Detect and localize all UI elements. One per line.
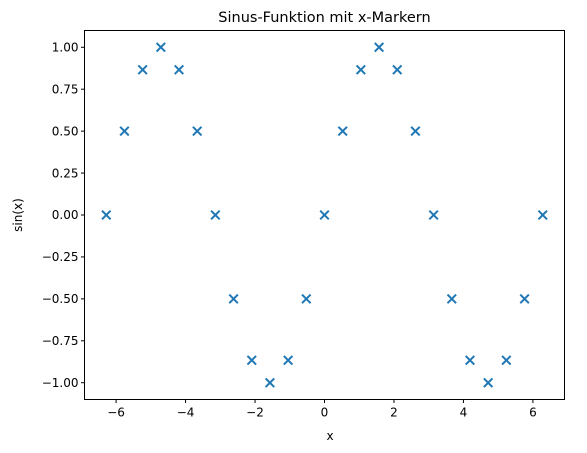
data-point-x-marker [228, 293, 239, 304]
y-tick-label: −0.75 [42, 334, 79, 348]
data-point-x-marker [137, 64, 148, 75]
data-point-x-marker [519, 293, 530, 304]
data-points [101, 42, 548, 388]
data-point-x-marker [374, 42, 385, 53]
data-point-x-marker [446, 293, 457, 304]
x-tick-label: −6 [107, 406, 125, 420]
y-axis: −1.00 −0.75 −0.50 −0.25 0.00 0.25 0.50 0.75 1.00 [42, 40, 85, 390]
data-point-x-marker [119, 126, 130, 137]
data-point-x-marker [319, 209, 330, 221]
x-tick-label: 6 [529, 406, 537, 420]
y-tick-label: −0.50 [42, 292, 79, 306]
x-tick-label: 2 [390, 406, 398, 420]
data-point-x-marker [101, 209, 112, 221]
data-point-x-marker [410, 126, 421, 137]
x-axis: −6 −4 −2 0 2 4 6 [107, 399, 537, 420]
y-tick-label: −1.00 [42, 376, 79, 390]
y-axis-label: sin(x) [11, 198, 25, 232]
data-point-x-marker [283, 355, 294, 366]
x-tick-label: 0 [321, 406, 329, 420]
data-point-x-marker [337, 126, 348, 137]
y-tick-label: 0.75 [52, 82, 79, 96]
x-tick-label: −4 [177, 406, 195, 420]
x-tick-label: −2 [246, 406, 264, 420]
data-point-x-marker [301, 293, 312, 304]
data-point-x-marker [464, 355, 476, 366]
y-tick-label: 0.00 [52, 208, 79, 222]
data-point-x-marker [264, 377, 275, 388]
data-point-x-marker [246, 355, 257, 366]
data-point-x-marker [537, 209, 548, 221]
y-tick-label: −0.25 [42, 250, 79, 264]
y-tick-label: 1.00 [52, 40, 79, 54]
x-tick-label: 4 [460, 406, 468, 420]
chart-title: Sinus-Funktion mit x-Markern [218, 10, 430, 26]
data-point-x-marker [392, 64, 403, 75]
data-point-x-marker [173, 64, 185, 75]
data-point-x-marker [501, 355, 512, 366]
data-point-x-marker [428, 209, 439, 221]
data-point-x-marker [155, 42, 166, 53]
x-axis-label: x [326, 429, 333, 443]
data-point-x-marker [355, 64, 366, 75]
y-tick-label: 0.25 [52, 166, 79, 180]
y-tick-label: 0.50 [52, 124, 79, 138]
data-point-x-marker [210, 209, 221, 221]
data-point-x-marker [483, 377, 494, 388]
data-point-x-marker [192, 126, 203, 137]
